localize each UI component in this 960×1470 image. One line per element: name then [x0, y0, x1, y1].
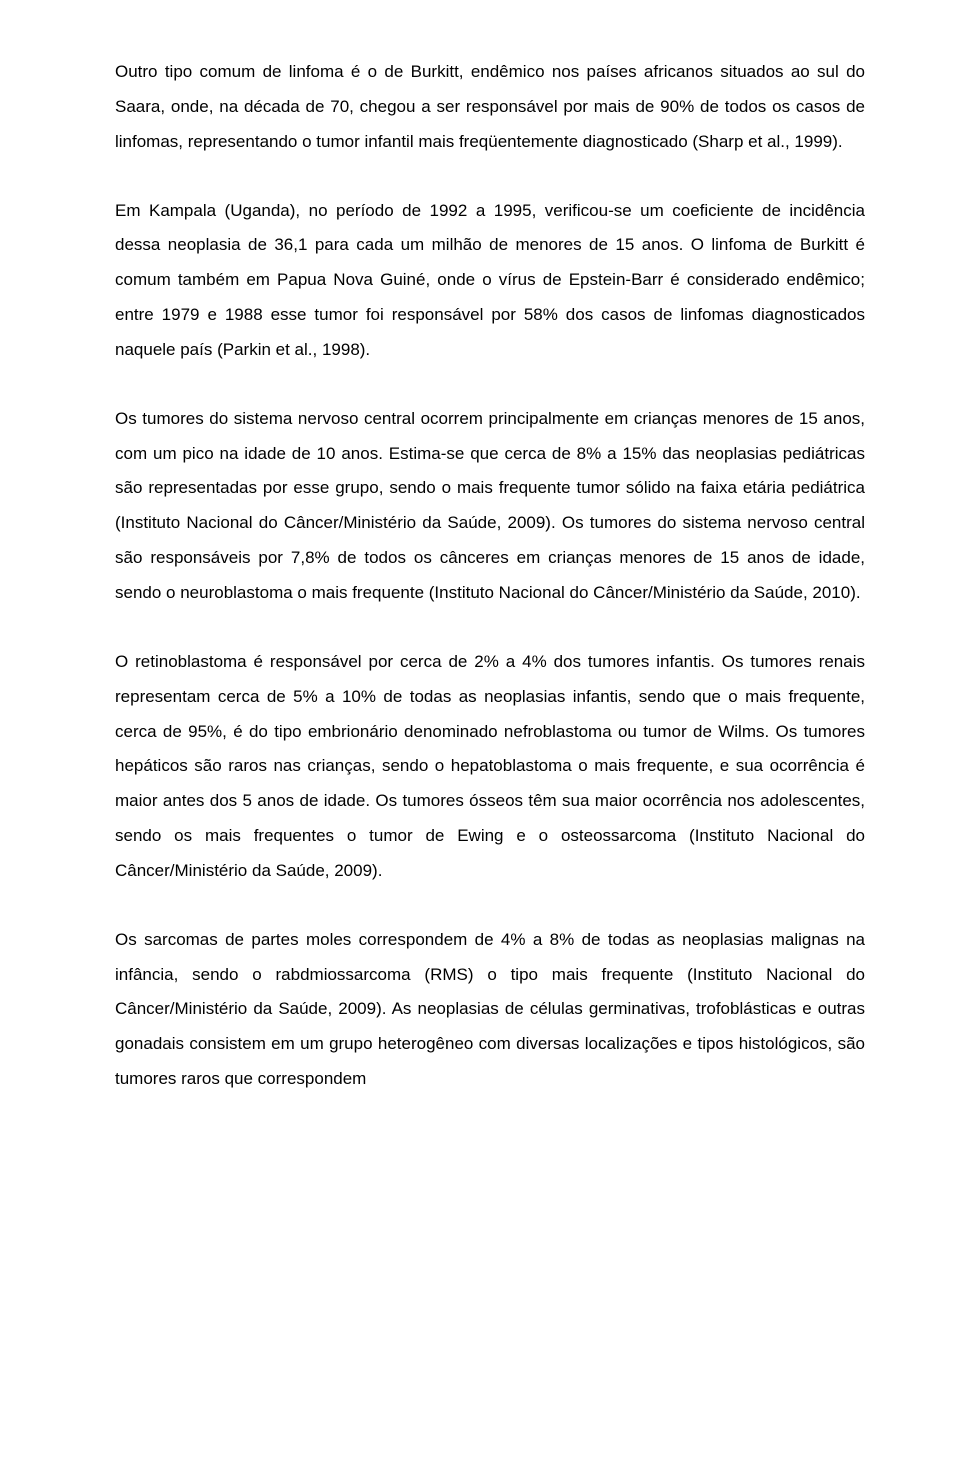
document-page: Outro tipo comum de linfoma é o de Burki… [0, 0, 960, 1186]
paragraph: Os tumores do sistema nervoso central oc… [115, 402, 865, 611]
paragraph: Em Kampala (Uganda), no período de 1992 … [115, 194, 865, 368]
paragraph: O retinoblastoma é responsável por cerca… [115, 645, 865, 889]
paragraph: Outro tipo comum de linfoma é o de Burki… [115, 55, 865, 160]
paragraph: Os sarcomas de partes moles correspondem… [115, 923, 865, 1097]
